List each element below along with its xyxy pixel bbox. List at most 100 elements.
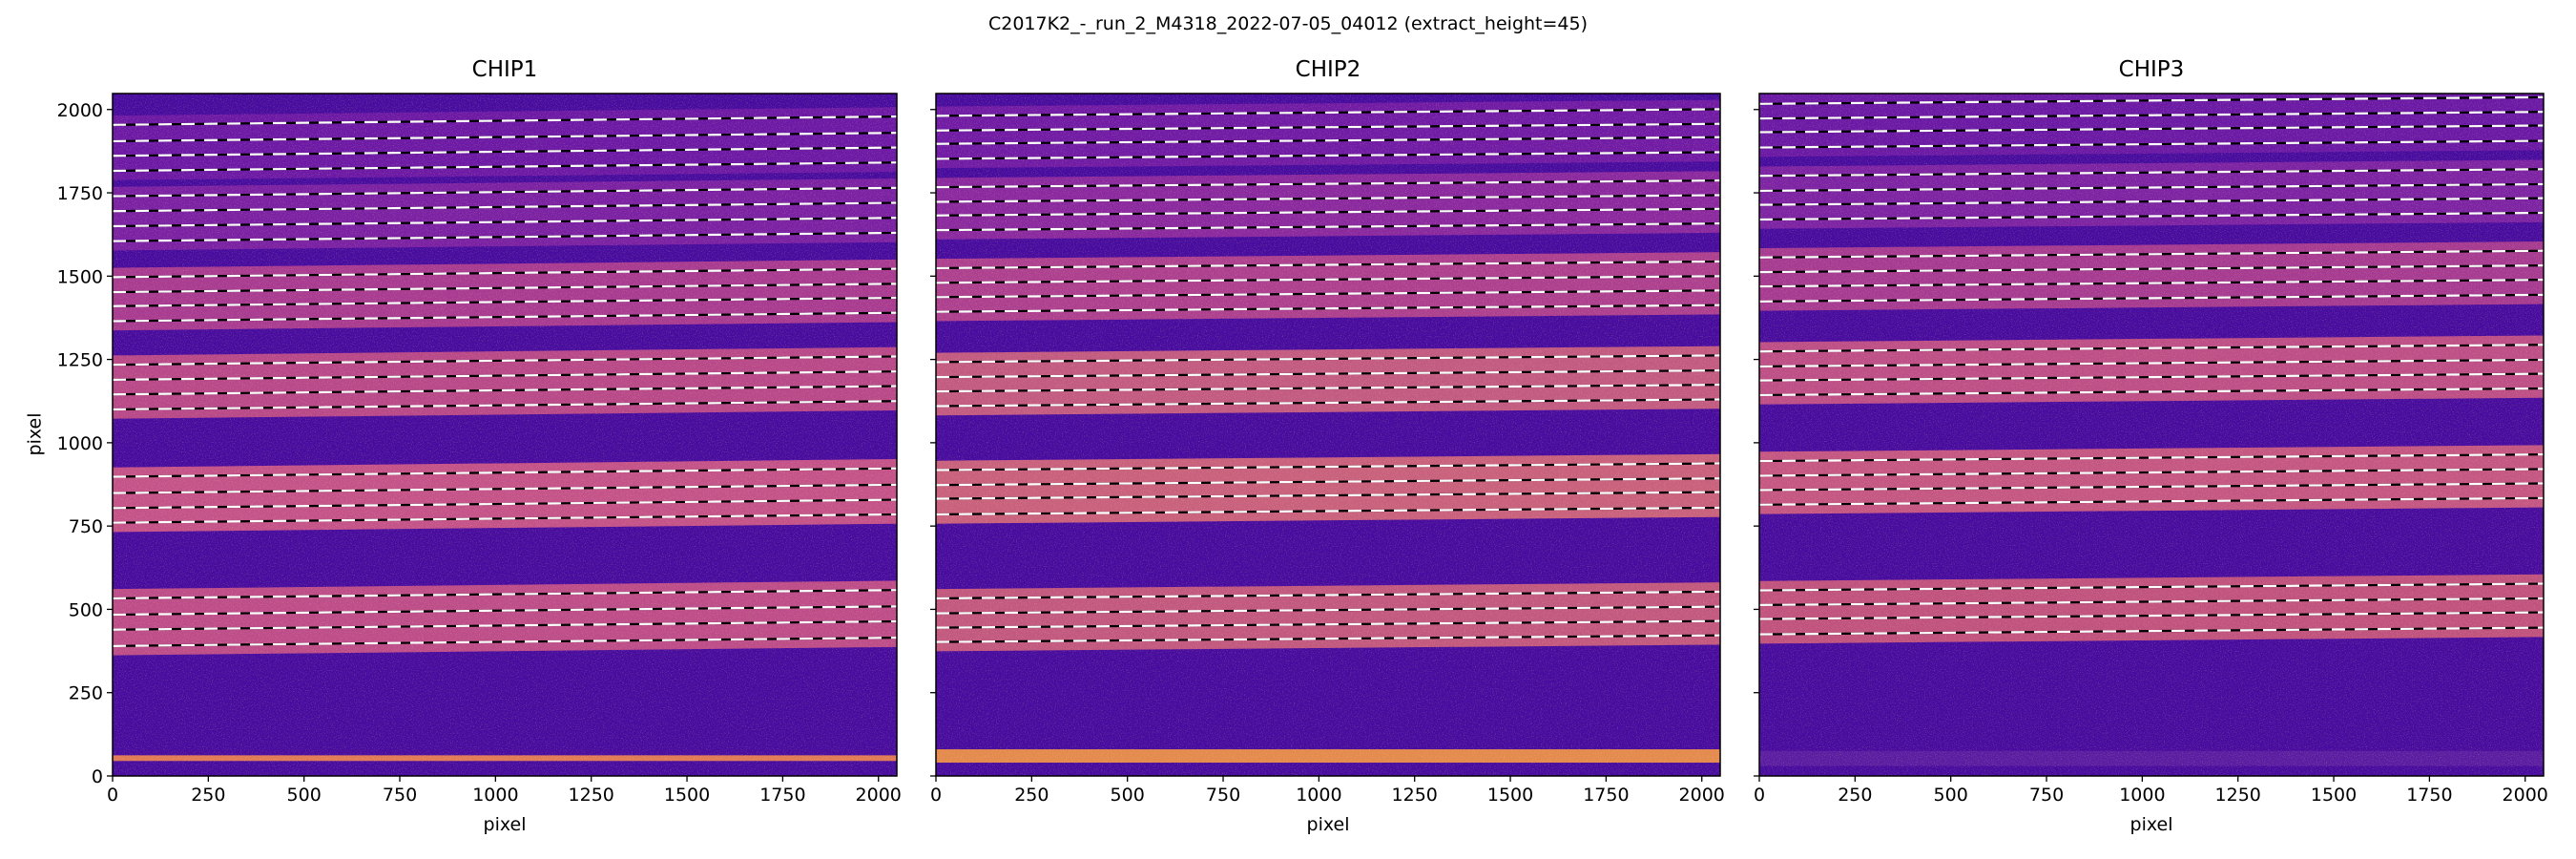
x-tick-label: 1500 — [664, 785, 710, 806]
trace-line-dashed — [936, 354, 1720, 364]
trace-line-dashed — [936, 108, 1720, 117]
noise-overlay — [936, 94, 1720, 776]
x-tick-label: 500 — [1934, 785, 1968, 806]
trace-line-dashed — [113, 283, 897, 294]
noise-overlay — [1759, 94, 2544, 776]
x-tick-label: 1250 — [569, 785, 614, 806]
trace-line-dashed — [113, 513, 897, 524]
trace-line-dashed — [936, 506, 1720, 516]
trace-line-dashed — [113, 146, 897, 157]
trace-line-dashed — [113, 467, 897, 478]
trace-line-dashed — [113, 161, 897, 173]
trace-line-dashed — [936, 151, 1720, 160]
trace-line-dashed — [1759, 182, 2544, 193]
trace-line-dashed — [936, 634, 1720, 643]
trace-line-dashed — [1759, 452, 2544, 463]
x-tick-label: 2000 — [856, 785, 902, 806]
x-tick-label: 750 — [383, 785, 417, 806]
trace-line-dashed — [1759, 139, 2544, 149]
trace-line-dashed — [113, 498, 897, 510]
x-tick-label: 500 — [287, 785, 322, 806]
trace-line-dashed — [1759, 626, 2544, 636]
y-tick-label: 1500 — [57, 266, 103, 287]
trace-line-dashed — [113, 217, 897, 228]
chip3-x-axis-label: pixel — [2129, 814, 2173, 835]
image-area — [936, 94, 1720, 776]
chip2-panel: CHIP2 0 250 500 750 1000 1250 1500 1750 2000 pix… — [930, 57, 1725, 835]
chip2-x-axis-label: pixel — [1306, 814, 1350, 835]
x-tick-label: 250 — [1838, 785, 1872, 806]
x-tick-label: 1750 — [1583, 785, 1629, 806]
trace-line-dashed — [1759, 496, 2544, 506]
x-tick-label: 0 — [1754, 785, 1765, 806]
trace-line-dashed — [936, 590, 1720, 600]
chip2-title: CHIP2 — [1295, 57, 1361, 82]
trace-line-dashed — [1759, 111, 2544, 120]
chip3-image: 0 250 500 750 1000 1250 1500 1750 2000 — [1754, 93, 2548, 806]
trace-line-dashed — [1759, 249, 2544, 259]
trace-line-dashed — [113, 400, 897, 411]
trace-line-dashed — [113, 370, 897, 381]
trace-line-dashed — [113, 619, 897, 631]
x-tick-label: 0 — [930, 785, 942, 806]
trace-line-dashed — [1759, 279, 2544, 288]
trace-line-dashed — [113, 115, 897, 126]
trace-line-dashed — [113, 589, 897, 600]
image-area — [113, 94, 897, 776]
trace-line-dashed — [936, 369, 1720, 379]
x-tick-label: 750 — [1206, 785, 1240, 806]
trace-line-dashed — [936, 619, 1720, 629]
axes-frame — [1758, 93, 2545, 777]
trace-line-dashed — [936, 194, 1720, 203]
y-tick-label: 0 — [92, 766, 103, 787]
trace-line-dashed — [113, 355, 897, 367]
trace-line-dashed — [1759, 168, 2544, 178]
y-tick-label: 250 — [69, 683, 103, 704]
x-tick-label: 1250 — [1392, 785, 1438, 806]
trace-line-dashed — [113, 296, 897, 307]
trace-line-dashed — [936, 384, 1720, 393]
figure-title: C2017K2_-_run_2_M4318_2022-07-05_04012 (… — [987, 13, 1589, 34]
trace-line-dashed — [936, 222, 1720, 232]
trace-line-dashed — [113, 385, 897, 396]
x-tick-label: 1000 — [2119, 785, 2165, 806]
image-area — [1759, 94, 2544, 776]
chip1-x-axis-label: pixel — [483, 814, 527, 835]
trace-line-dashed — [1759, 211, 2544, 221]
trace-line-dashed — [113, 201, 897, 213]
trace-line-dashed — [936, 136, 1720, 145]
y-tick-label: 2000 — [57, 100, 103, 121]
x-tick-label: 1250 — [2215, 785, 2261, 806]
trace-line-dashed — [1759, 482, 2544, 492]
trace-line-dashed — [936, 122, 1720, 132]
x-tick-label: 1500 — [2311, 785, 2357, 806]
trace-line-dashed — [113, 483, 897, 494]
x-tick-label: 0 — [107, 785, 118, 806]
trace-line-dashed — [936, 477, 1720, 487]
x-tick-label: 1750 — [2406, 785, 2452, 806]
trace-line-dashed — [1759, 597, 2544, 607]
x-tick-label: 250 — [1014, 785, 1049, 806]
trace-line-dashed — [936, 491, 1720, 500]
y-tick-label: 1250 — [57, 350, 103, 371]
axes-frame — [935, 93, 1721, 777]
trace-line-dashed — [113, 132, 897, 143]
trace-line-dashed — [1759, 95, 2544, 105]
trace-line-dashed — [936, 275, 1720, 284]
chip1-image: 0 250 500 750 1000 1250 1500 1750 2000 0 250 500 750… — [57, 93, 902, 806]
x-tick-label: 2000 — [1679, 785, 1725, 806]
chip2-image: 0 250 500 750 1000 1250 1500 1750 2000 — [930, 93, 1725, 806]
trace-line-dashed — [1759, 344, 2544, 353]
trace-line-dashed — [113, 311, 897, 323]
trace-line-dashed — [936, 462, 1720, 471]
trace-line-dashed — [113, 605, 897, 617]
axes-frame — [112, 93, 898, 777]
trace-line-dashed — [1759, 124, 2544, 134]
trace-line-dashed — [936, 179, 1720, 189]
x-tick-label: 750 — [2029, 785, 2064, 806]
trace-line-dashed — [936, 260, 1720, 270]
y-tick-label: 750 — [69, 516, 103, 537]
trace-line-dashed — [936, 289, 1720, 299]
trace-line-dashed — [1759, 611, 2544, 620]
trace-line-dashed — [113, 637, 897, 647]
